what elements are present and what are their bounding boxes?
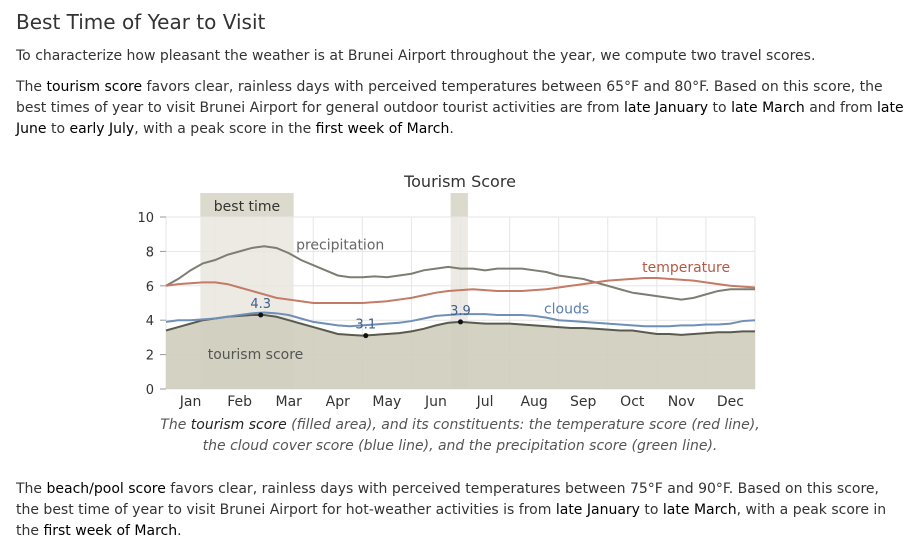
y-tick-label-4: 4: [146, 314, 154, 329]
x-tick-label-nov: Nov: [668, 394, 695, 410]
y-tick-label-8: 8: [146, 245, 154, 260]
section-heading: Best Time of Year to Visit: [16, 10, 266, 34]
x-tick-label-jul: Jul: [476, 394, 494, 410]
range-end-2: early July: [69, 121, 135, 137]
x-tick-label-feb: Feb: [227, 394, 252, 410]
x-tick-label-mar: Mar: [275, 394, 302, 410]
chart-title: Tourism Score: [403, 172, 516, 191]
caption-tourism-term: tourism score: [190, 417, 287, 433]
x-tick-label-aug: Aug: [520, 394, 547, 410]
clouds-line: [165, 311, 756, 328]
tourism-score-chart: best time precipitation temperature clouds…: [137, 172, 756, 410]
peak-time: first week of March: [315, 121, 450, 137]
y-tick-label-10: 10: [137, 211, 154, 226]
y-tick-label-2: 2: [146, 349, 154, 364]
clouds-series-label: clouds: [544, 301, 589, 317]
range-start-1: late January: [623, 100, 709, 116]
x-tick-label-jan: Jan: [179, 394, 202, 410]
annotation-label-1: 3.1: [355, 318, 376, 333]
x-tick-label-dec: Dec: [717, 394, 744, 410]
annotation-point-1: [363, 333, 369, 339]
best-time-band-cap-0: [200, 193, 294, 217]
tourism-paragraph: The tourism score favors clear, rainless…: [16, 79, 904, 137]
x-tick-label-may: May: [372, 394, 401, 410]
precipitation-series-label: precipitation: [296, 238, 384, 254]
x-tick-label-jun: Jun: [424, 394, 447, 410]
x-tick-label-sep: Sep: [570, 394, 597, 410]
best-time-label: best time: [214, 199, 280, 215]
best-time-band-cap-1: [450, 193, 468, 217]
beach-paragraph: The beach/pool score favors clear, rainl…: [16, 481, 887, 539]
tourism-series-label: tourism score: [208, 347, 304, 363]
beach-range-start: late January: [555, 502, 640, 518]
beach-range-end: late March: [662, 502, 737, 518]
beach-score-term: beach/pool score: [46, 481, 166, 497]
temperature-line: [165, 277, 756, 304]
annotation-label-2: 3.9: [450, 304, 471, 319]
intro-paragraph: To characterize how pleasant the weather…: [16, 48, 816, 64]
annotation-point-0: [258, 312, 264, 318]
range-end-1: late March: [731, 100, 805, 116]
tourism-score-term: tourism score: [46, 79, 143, 95]
y-tick-label-6: 6: [146, 280, 154, 295]
precipitation-line: [165, 245, 755, 301]
x-tick-label-oct: Oct: [620, 394, 645, 410]
beach-peak-time: first week of March: [43, 523, 178, 539]
chart-caption: The tourism score (filled area), and its…: [160, 417, 760, 454]
annotation-label-0: 4.3: [250, 297, 271, 312]
x-tick-label-apr: Apr: [326, 394, 350, 410]
annotation-point-2: [458, 319, 463, 325]
range-start-2: late June: [16, 100, 904, 137]
y-tick-label-0: 0: [146, 383, 154, 398]
tourism-score-area: [166, 315, 755, 389]
temperature-series-label: temperature: [642, 260, 730, 276]
